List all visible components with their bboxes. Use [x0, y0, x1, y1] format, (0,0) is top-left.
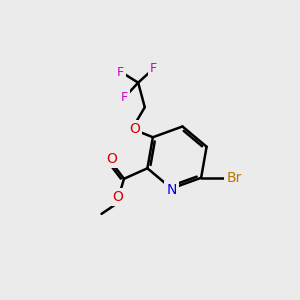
Text: F: F [150, 62, 157, 75]
Text: O: O [112, 190, 123, 204]
Text: O: O [106, 152, 117, 166]
Text: O: O [106, 152, 117, 166]
Text: N: N [166, 183, 177, 197]
Text: F: F [150, 62, 157, 75]
Text: F: F [117, 66, 124, 79]
Text: O: O [129, 122, 140, 136]
Text: Br: Br [226, 171, 242, 185]
Text: O: O [129, 122, 140, 136]
Text: O: O [112, 190, 123, 204]
Text: N: N [166, 183, 177, 197]
Text: F: F [121, 91, 128, 103]
Text: Br: Br [226, 171, 242, 185]
Text: F: F [117, 66, 124, 79]
Text: F: F [121, 91, 128, 103]
